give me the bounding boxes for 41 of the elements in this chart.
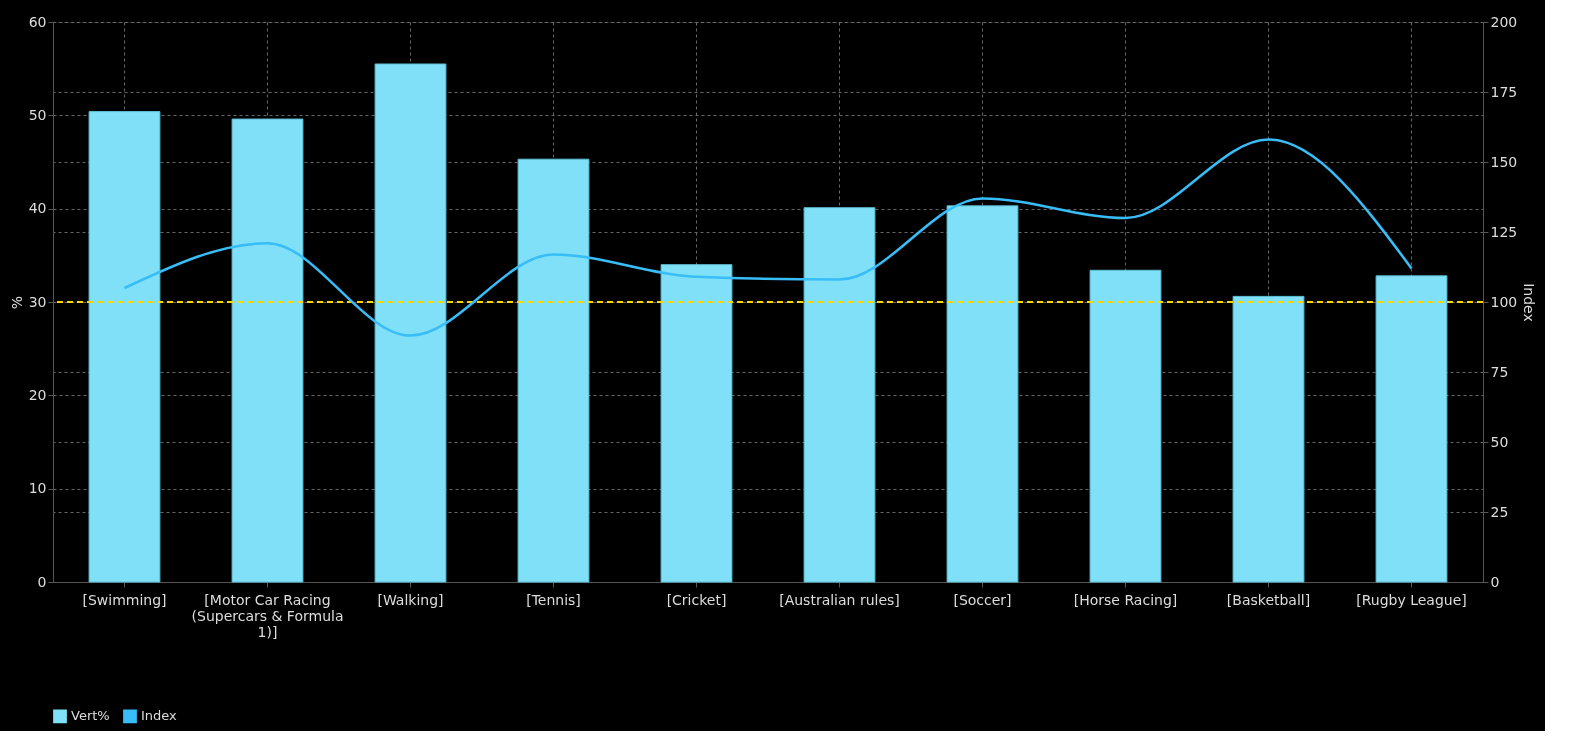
x-tick-label: [Cricket]: [666, 591, 727, 608]
bar: [517, 158, 590, 583]
bar: [231, 118, 304, 583]
y-tick-label: 40: [28, 200, 47, 217]
y2-tick-label: 175: [1490, 83, 1518, 100]
x-tick-label: [Australian rules]: [779, 591, 900, 608]
bar: [660, 264, 733, 583]
bar: [1375, 275, 1448, 583]
bar: [803, 207, 876, 583]
x-tick-label: [Walking]: [377, 591, 444, 608]
y-axis-title: %: [8, 295, 25, 310]
bar: [88, 111, 161, 583]
bar: [1089, 269, 1162, 583]
x-tick-label: [Rugby League]: [1356, 591, 1467, 608]
x-tick-label: [Motor Car Racing (Supercars & Formula 1)]: [191, 591, 344, 640]
y2-tick-label: 125: [1490, 223, 1518, 240]
line-series: [123, 138, 1413, 337]
x-tick-label: [Soccer]: [953, 591, 1012, 608]
x-tick-label: [Tennis]: [526, 591, 581, 608]
x-tick-label: [Swimming]: [82, 591, 167, 608]
bar: [1232, 295, 1305, 583]
legend-label: Index: [141, 708, 178, 724]
y-tick-label: 10: [28, 480, 47, 497]
y2-tick-label: 25: [1490, 503, 1509, 520]
legend-label: Vert%: [71, 708, 110, 724]
y-tick-label: 50: [28, 106, 47, 123]
y-tick-label: 20: [28, 386, 47, 403]
y2-tick-label: 0: [1490, 573, 1500, 590]
x-tick-label: [Basketball]: [1226, 591, 1311, 608]
y2-axis-title: Index: [1521, 283, 1538, 322]
y2-tick-label: 200: [1490, 13, 1518, 30]
bar: [374, 63, 447, 583]
y2-tick-label: 75: [1490, 363, 1509, 380]
y-tick-label: 0: [37, 573, 47, 590]
y2-tick-label: 100: [1490, 293, 1518, 310]
x-tick-label: [Horse Racing]: [1073, 591, 1178, 608]
y2-tick-label: 150: [1490, 153, 1518, 170]
y-tick-label: 30: [28, 293, 47, 310]
y-tick-label: 60: [28, 13, 47, 30]
y2-tick-label: 50: [1490, 433, 1509, 450]
bar: [946, 205, 1019, 583]
